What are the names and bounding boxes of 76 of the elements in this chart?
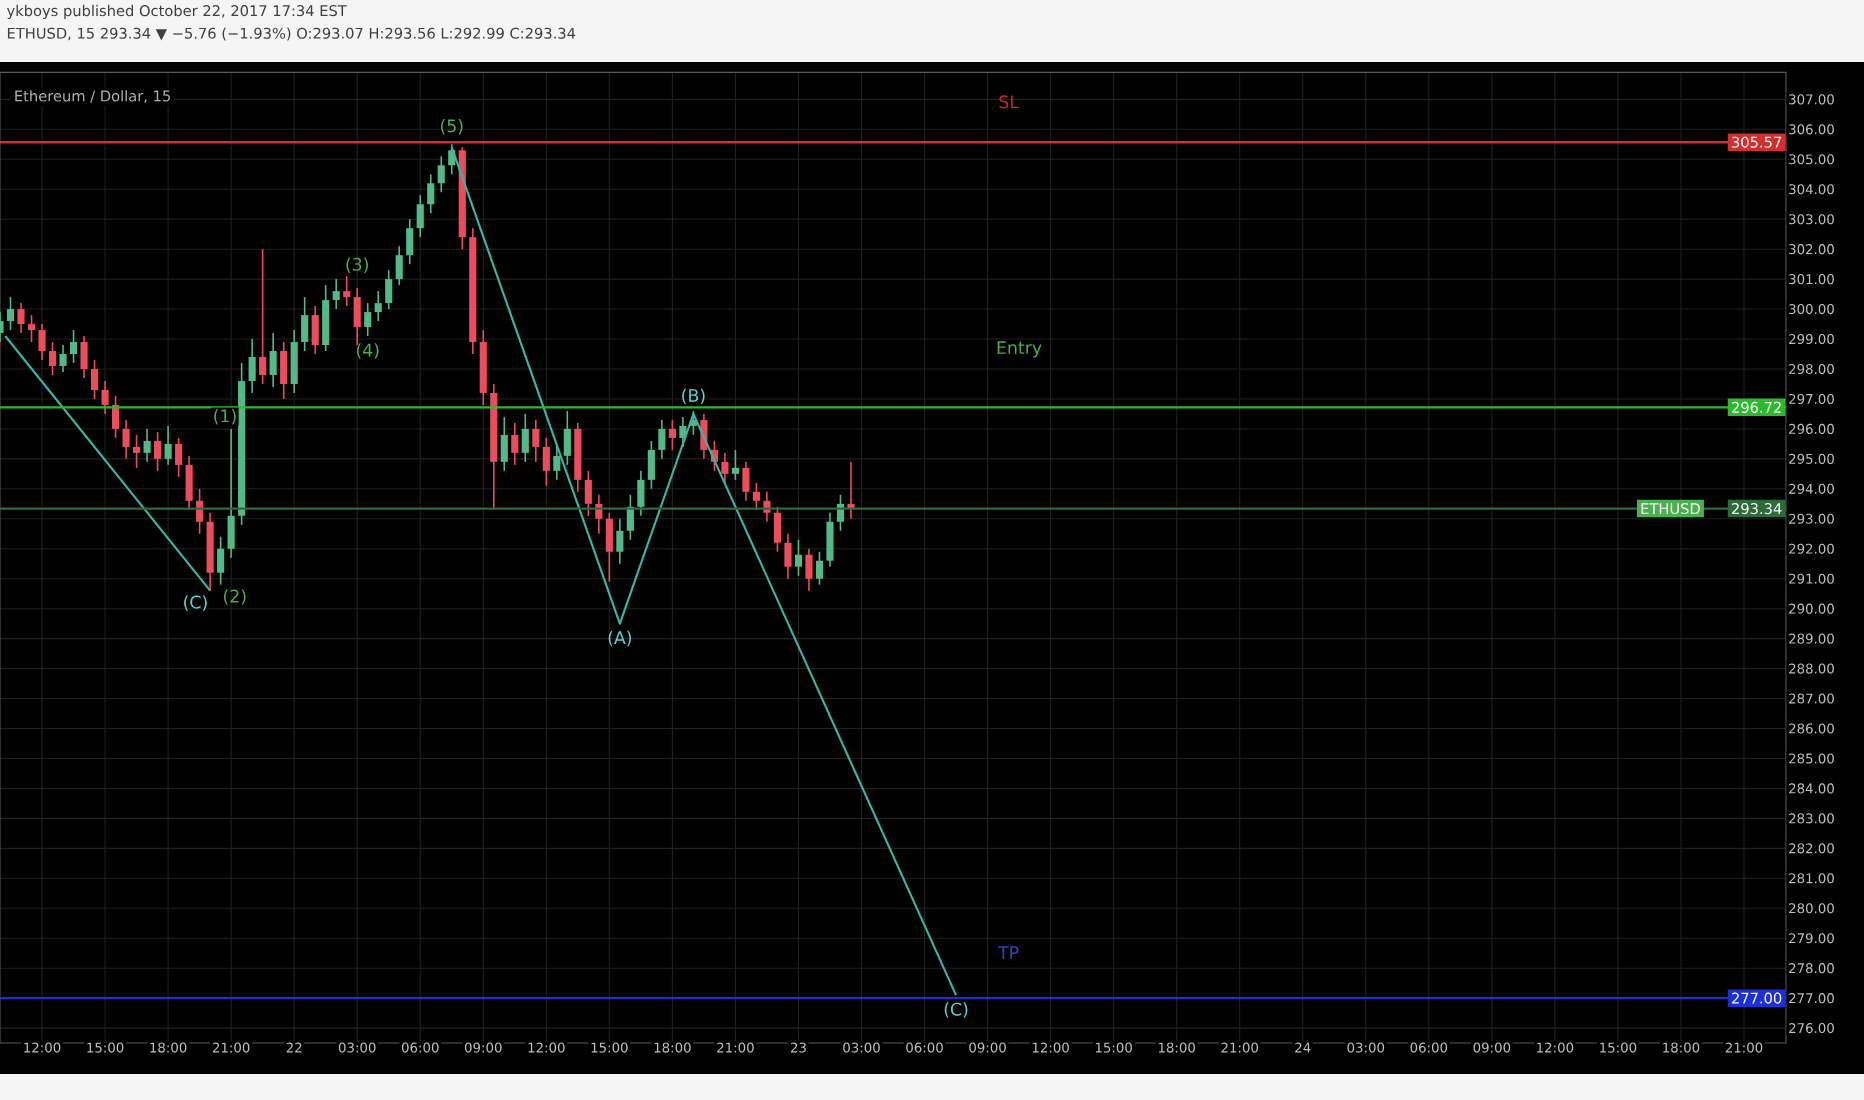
candlestick	[805, 547, 813, 592]
candlestick	[542, 437, 550, 487]
annotation: (4)	[356, 343, 379, 359]
annotation: (C)	[944, 1002, 968, 1018]
candlestick	[752, 482, 760, 511]
candlestick	[59, 344, 67, 373]
annotation: (2)	[224, 589, 246, 605]
candlestick	[69, 329, 78, 364]
candlestick	[269, 332, 277, 388]
candlestick	[48, 341, 57, 376]
candlestick	[668, 419, 676, 451]
candlestick	[154, 431, 162, 472]
candlestick	[17, 302, 25, 334]
candlestick	[794, 538, 803, 577]
candlestick	[364, 302, 372, 337]
annotation: Entry	[997, 341, 1042, 358]
annotation: TP	[998, 946, 1019, 959]
candlestick	[259, 248, 267, 385]
candlestick	[301, 296, 309, 352]
candlestick	[122, 419, 130, 460]
candlestick	[406, 218, 414, 265]
candlestick	[647, 440, 655, 490]
annotation: (5)	[440, 119, 463, 135]
candlestick	[731, 449, 739, 481]
annotation: (C)	[184, 595, 207, 611]
candlestick	[38, 323, 46, 361]
candlestick	[784, 532, 792, 580]
candlestick	[605, 511, 613, 583]
candlestick	[343, 275, 351, 307]
candlestick	[90, 359, 99, 400]
candlestick	[437, 155, 445, 194]
candlestick	[353, 287, 361, 346]
annotation: (1)	[214, 408, 236, 425]
candlestick	[773, 506, 782, 553]
candlestick	[164, 425, 172, 466]
candlestick	[374, 290, 382, 322]
candlestick	[311, 305, 319, 355]
candlestick	[427, 173, 435, 215]
candlestick	[584, 470, 592, 517]
candlestick	[80, 335, 88, 379]
candlestick	[553, 443, 561, 481]
candlestick	[6, 296, 15, 331]
candlestick	[332, 278, 340, 310]
candlestick	[217, 535, 225, 586]
candlestick	[637, 470, 645, 517]
candlestick	[616, 517, 624, 565]
candlestick	[395, 245, 403, 286]
candlestick	[227, 428, 235, 559]
candlestick	[322, 284, 330, 352]
annotation: SL	[999, 95, 1019, 109]
candlestick	[280, 341, 288, 400]
annotation: (B)	[682, 388, 705, 405]
candlestick	[532, 419, 540, 463]
candlestick	[658, 419, 666, 460]
candlestick	[826, 511, 834, 568]
candlestick	[143, 428, 151, 463]
candlestick	[133, 434, 141, 469]
candlestick	[721, 452, 729, 484]
candlestick	[290, 329, 298, 394]
candlestick	[27, 314, 36, 343]
candlestick	[416, 194, 424, 238]
candlestick	[815, 550, 824, 586]
annotation: (A)	[608, 630, 632, 647]
candlestick	[679, 416, 687, 448]
line-series	[450, 146, 958, 997]
candlestick	[248, 338, 256, 394]
candlestick	[563, 410, 571, 466]
candlestick	[101, 380, 109, 415]
candlestick	[742, 461, 750, 502]
candlestick	[521, 413, 529, 463]
candlestick	[511, 422, 519, 466]
candlestick	[500, 416, 508, 472]
candlestick	[185, 455, 193, 511]
annotation: (3)	[346, 257, 368, 273]
candlestick	[175, 437, 183, 478]
candlestick	[385, 269, 393, 310]
